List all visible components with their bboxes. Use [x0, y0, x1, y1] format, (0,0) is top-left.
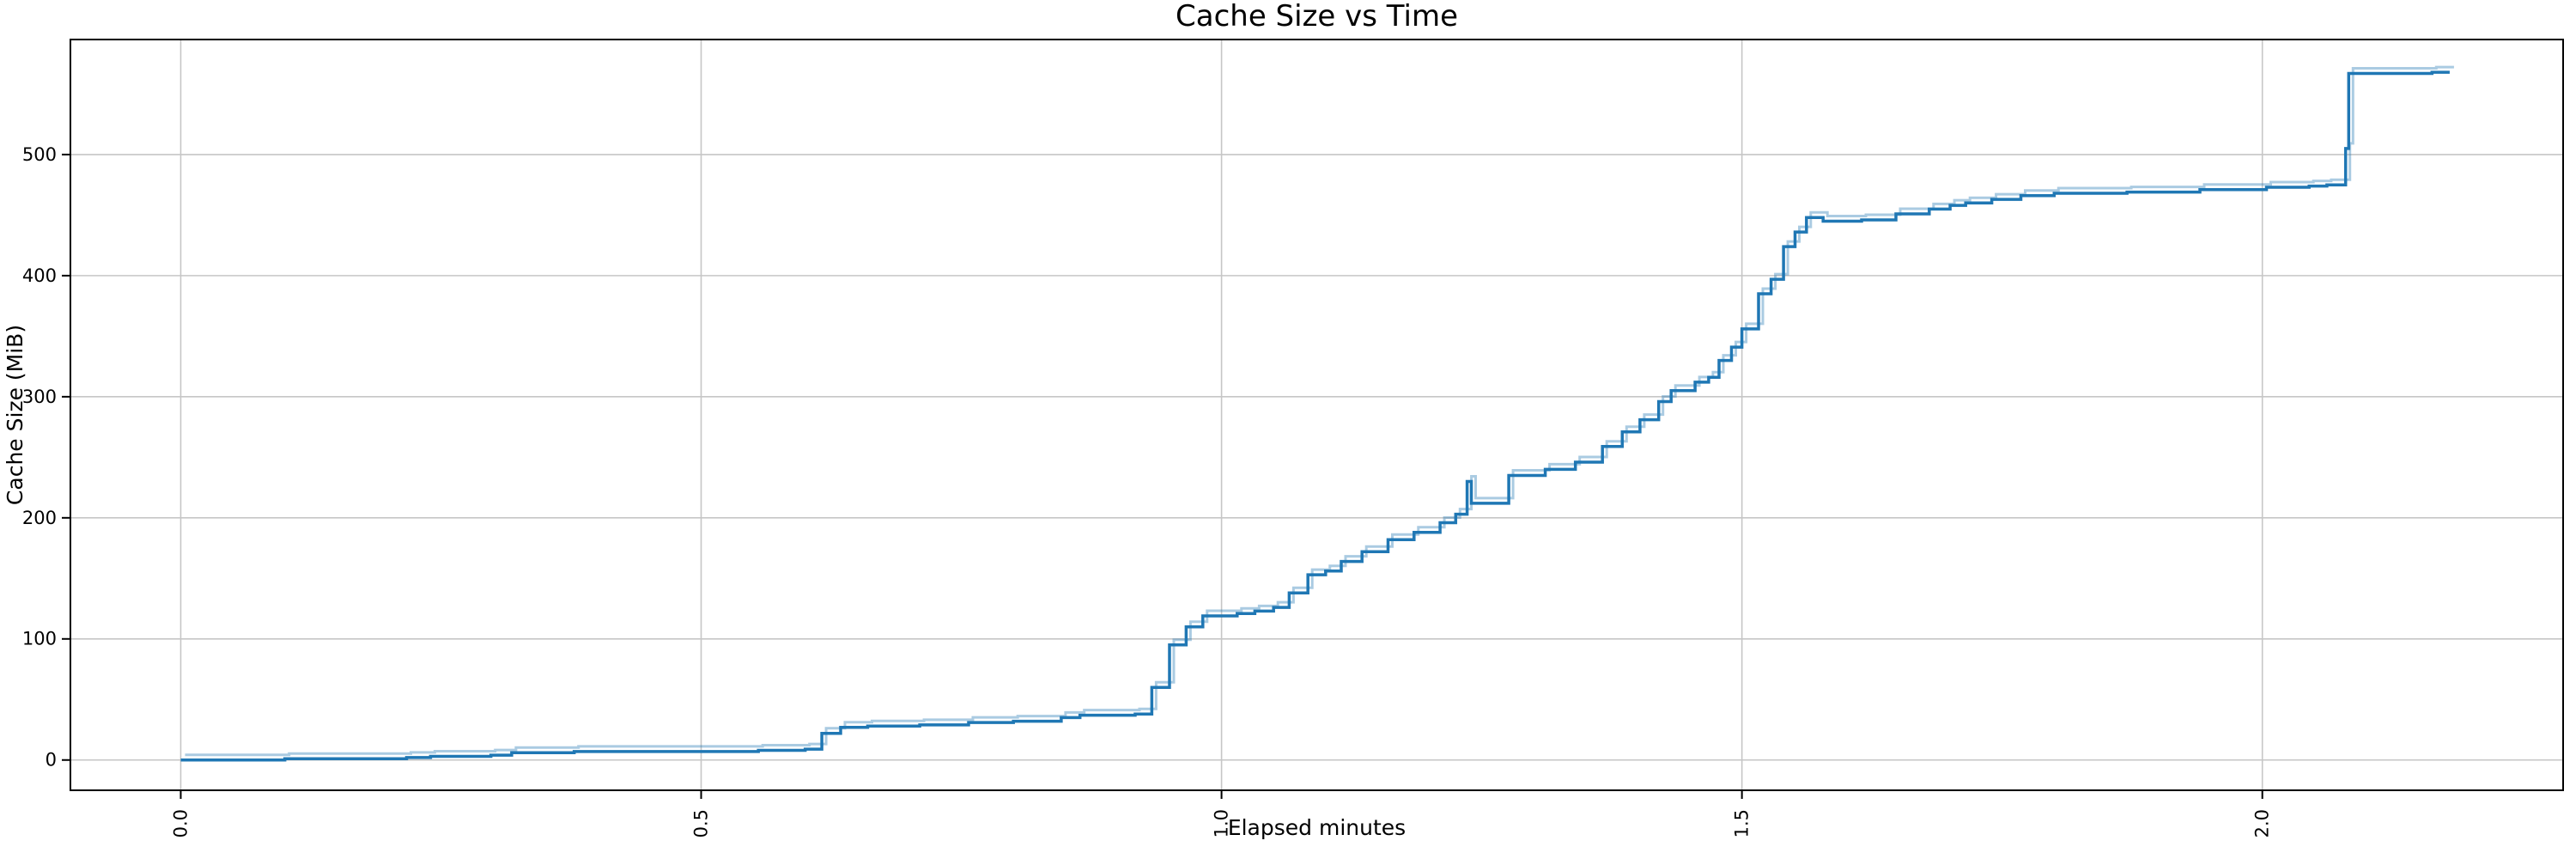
axis-ticks — [62, 153, 2263, 799]
grid-layer — [70, 40, 2563, 790]
x-tick-label: 1.0 — [1212, 809, 1232, 838]
tick-labels: 0.0 0.5 1.0 1.5 2.0 0 100 200 300 400 500 — [22, 144, 2273, 838]
y-tick-label: 400 — [22, 265, 57, 286]
x-axis-label: Elapsed minutes — [1228, 815, 1406, 840]
x-tick-label: 2.0 — [2252, 809, 2273, 838]
chart-title: Cache Size vs Time — [1176, 0, 1458, 34]
y-tick-label: 200 — [22, 508, 57, 528]
cache-size-line — [180, 70, 2450, 762]
plot-border — [70, 39, 2564, 791]
x-tick-label: 1.5 — [1732, 809, 1753, 838]
x-tick-label: 0.0 — [170, 809, 191, 838]
y-tick-label: 100 — [22, 629, 57, 649]
line-series — [180, 65, 2454, 762]
y-tick-label: 300 — [22, 387, 57, 407]
y-tick-label: 0 — [46, 750, 57, 771]
plot-spine — [70, 39, 2564, 791]
y-tick-label: 500 — [22, 144, 57, 165]
cache-size-echo-line — [185, 65, 2454, 757]
x-tick-label: 0.5 — [690, 809, 711, 838]
y-axis-label: Cache Size (MiB) — [3, 325, 27, 505]
